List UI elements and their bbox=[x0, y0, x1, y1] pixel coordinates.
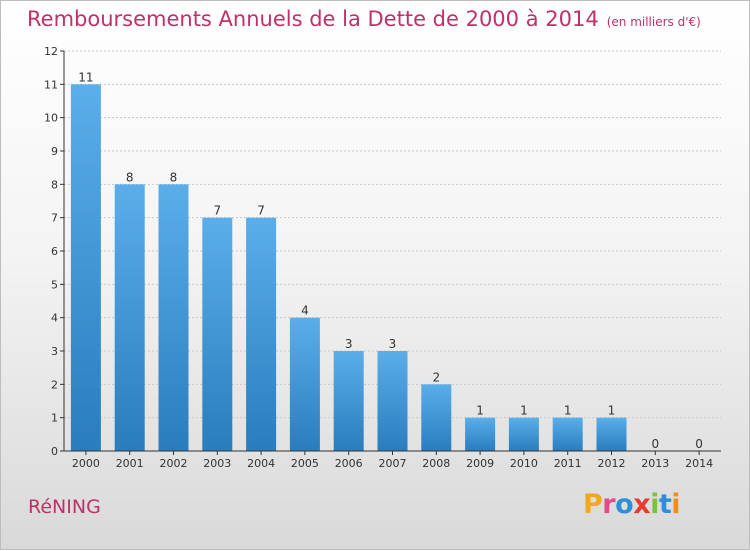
chart-subtitle: (en milliers d'€) bbox=[606, 15, 701, 29]
bar bbox=[114, 184, 145, 452]
bar bbox=[596, 417, 627, 451]
bar bbox=[377, 351, 408, 451]
x-tick-label: 2012 bbox=[598, 457, 626, 470]
bar bbox=[202, 217, 233, 451]
logo-letter: P bbox=[583, 489, 603, 520]
y-tick-label: 4 bbox=[51, 312, 58, 325]
x-tick-label: 2004 bbox=[247, 457, 275, 470]
x-tick-label: 2013 bbox=[641, 457, 669, 470]
bar-value-label: 7 bbox=[257, 204, 265, 218]
x-tick-label: 2008 bbox=[422, 457, 450, 470]
bar-value-label: 1 bbox=[608, 404, 616, 418]
x-tick-label: 2014 bbox=[685, 457, 713, 470]
city-name: RéNING bbox=[28, 496, 101, 518]
x-tick-label: 2011 bbox=[554, 457, 582, 470]
bar bbox=[508, 417, 539, 451]
logo-letter: i bbox=[671, 489, 681, 520]
bar bbox=[70, 84, 101, 451]
y-tick-label: 3 bbox=[51, 345, 58, 358]
bar-value-label: 2 bbox=[432, 370, 440, 384]
bar-value-label: 1 bbox=[564, 404, 572, 418]
bar-value-label: 3 bbox=[389, 337, 397, 351]
bar-value-label: 3 bbox=[345, 337, 353, 351]
y-tick-label: 5 bbox=[51, 278, 58, 291]
bar bbox=[246, 217, 277, 451]
logo-letter: r bbox=[602, 489, 616, 520]
y-tick-label: 6 bbox=[51, 245, 58, 258]
chart-title: Remboursements Annuels de la Dette de 20… bbox=[27, 7, 701, 31]
bar bbox=[465, 417, 496, 451]
bar-value-label: 0 bbox=[695, 437, 703, 451]
bar-value-label: 1 bbox=[476, 404, 484, 418]
bar bbox=[333, 351, 364, 451]
y-tick-label: 2 bbox=[51, 378, 58, 391]
y-tick-label: 1 bbox=[51, 412, 58, 425]
y-tick-label: 10 bbox=[44, 112, 58, 125]
logo-letter: o bbox=[615, 489, 634, 520]
bar-value-label: 8 bbox=[170, 170, 178, 184]
proxiti-logo: Proxiti bbox=[583, 489, 681, 520]
y-tick-label: 11 bbox=[44, 78, 58, 91]
x-tick-label: 2009 bbox=[466, 457, 494, 470]
logo-letter: x bbox=[633, 489, 651, 520]
x-tick-label: 2006 bbox=[335, 457, 363, 470]
bar-value-label: 7 bbox=[213, 204, 221, 218]
y-tick-label: 9 bbox=[51, 145, 58, 158]
logo-letter: t bbox=[658, 489, 672, 520]
bar-value-label: 11 bbox=[78, 70, 93, 84]
bar-value-label: 0 bbox=[651, 437, 659, 451]
x-tick-label: 2002 bbox=[160, 457, 188, 470]
y-tick-label: 0 bbox=[51, 445, 58, 458]
y-tick-label: 7 bbox=[51, 212, 58, 225]
bar-value-label: 1 bbox=[520, 404, 528, 418]
bar bbox=[158, 184, 189, 452]
logo-letter: i bbox=[650, 489, 659, 520]
bar bbox=[421, 384, 452, 451]
y-tick-label: 12 bbox=[44, 45, 58, 58]
bar-value-label: 4 bbox=[301, 304, 309, 318]
x-tick-label: 2010 bbox=[510, 457, 538, 470]
bar bbox=[289, 317, 320, 451]
y-tick-label: 8 bbox=[51, 178, 58, 191]
x-tick-label: 2001 bbox=[116, 457, 144, 470]
bar bbox=[552, 417, 583, 451]
x-tick-label: 2003 bbox=[203, 457, 231, 470]
x-tick-label: 2005 bbox=[291, 457, 319, 470]
x-tick-label: 2007 bbox=[379, 457, 407, 470]
x-tick-label: 2000 bbox=[72, 457, 100, 470]
bar-value-label: 8 bbox=[126, 170, 134, 184]
bars: 118 87 743 321 1 1 10 0 bbox=[70, 70, 703, 452]
